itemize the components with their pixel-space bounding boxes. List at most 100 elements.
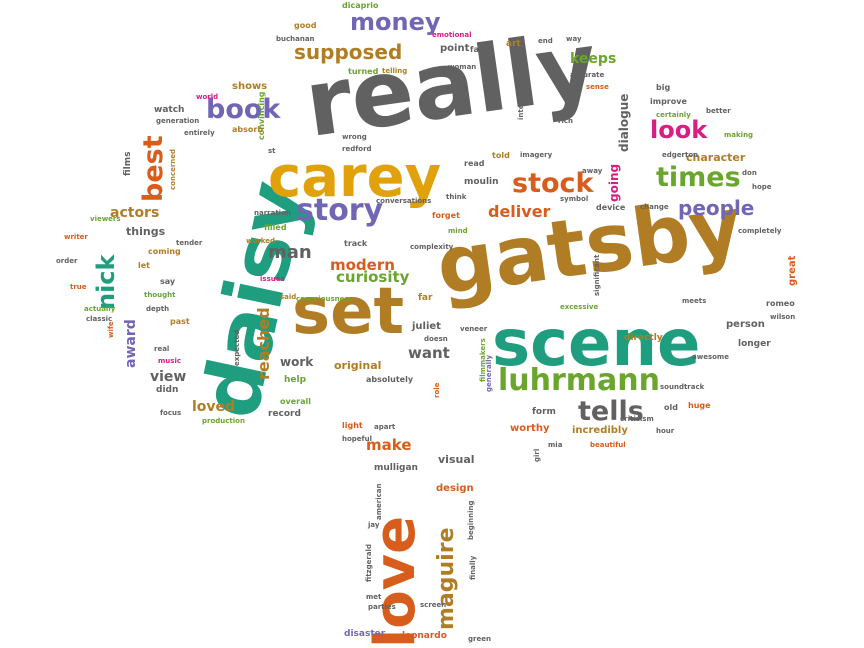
word-excessive: excessive: [560, 303, 599, 311]
word-mulligan: mulligan: [374, 463, 418, 473]
word-telling: telling: [382, 67, 408, 75]
word-deliver: deliver: [488, 202, 551, 221]
word-completely: completely: [738, 227, 782, 235]
word-romeo: romeo: [766, 299, 795, 308]
word-keeps: keeps: [570, 51, 617, 67]
word-rich: rich: [558, 117, 573, 125]
word-leonardo: leonardo: [402, 631, 447, 641]
word-classic: classic: [86, 315, 113, 323]
word-people: people: [678, 196, 755, 220]
word-incredibly: incredibly: [572, 425, 628, 436]
word-device: device: [596, 203, 626, 212]
word-complexity: complexity: [410, 243, 454, 251]
word-beautiful: beautiful: [590, 441, 626, 449]
word-don: don: [742, 169, 757, 177]
word-apart: apart: [374, 423, 396, 431]
word-edgerton: edgerton: [662, 151, 699, 159]
word-wife: wife: [107, 321, 115, 338]
word-loved: loved: [192, 399, 236, 415]
word-end: end: [538, 37, 553, 45]
word-accurate: accurate: [570, 71, 605, 79]
word-longer: longer: [738, 339, 771, 349]
word-awesome: awesome: [692, 353, 729, 361]
word-tells: tells: [578, 396, 644, 427]
word-significant: significant: [593, 254, 601, 296]
word-doesn: doesn: [424, 335, 448, 343]
word-luhrmann: luhrmann: [498, 363, 661, 398]
word-met: met: [366, 593, 382, 601]
word-far: far: [418, 293, 433, 303]
word-narration: narration: [254, 209, 291, 217]
word-form: form: [532, 407, 556, 417]
word-supposed: supposed: [294, 40, 403, 64]
word-big: big: [656, 83, 671, 92]
word-directly: directly: [624, 333, 663, 343]
word-veneer: veneer: [460, 325, 488, 333]
word-fitzgerald: fitzgerald: [365, 544, 373, 582]
word-stock: stock: [512, 168, 594, 199]
word-making: making: [724, 131, 754, 139]
word-real: real: [154, 345, 170, 353]
word-criticism: criticism: [620, 415, 654, 423]
word-said: said: [280, 293, 297, 301]
word-award: award: [123, 319, 139, 368]
word-look: look: [650, 116, 708, 144]
word-shows: shows: [232, 81, 268, 92]
word-original: original: [334, 359, 382, 372]
word-sense: sense: [586, 83, 609, 91]
word-carey: carey: [268, 145, 442, 210]
word-things: things: [126, 225, 166, 238]
word-let: let: [138, 261, 150, 270]
word-depth: depth: [146, 305, 170, 313]
word-viewers: viewers: [90, 215, 121, 223]
word-world: world: [196, 93, 219, 101]
word-generation: generation: [156, 117, 200, 125]
word-st: st: [268, 147, 276, 155]
word-help: help: [284, 375, 307, 385]
word-point: point: [440, 43, 470, 54]
word-better: better: [706, 107, 731, 115]
word-juliet: juliet: [412, 321, 441, 332]
word-meets: meets: [682, 297, 707, 305]
word-maguire: maguire: [434, 527, 459, 631]
word-production: production: [202, 417, 245, 425]
word-overall: overall: [280, 397, 311, 406]
word-actors: actors: [110, 205, 160, 221]
word-true: true: [70, 283, 87, 291]
word-disaster: disaster: [344, 629, 386, 639]
word-man: man: [268, 242, 312, 263]
word-order: order: [56, 257, 78, 265]
word-wilson: wilson: [770, 313, 796, 321]
word-modern: modern: [330, 256, 395, 274]
word-jay: jay: [368, 521, 380, 529]
word-films: films: [123, 151, 133, 177]
word-record: record: [268, 409, 301, 419]
word-curiosity: curiosity: [336, 268, 410, 286]
word-moulin: moulin: [464, 177, 499, 187]
word-green: green: [468, 635, 491, 643]
word-parties: parties: [368, 603, 396, 611]
word-person: person: [726, 319, 765, 330]
word-wrong: wrong: [342, 133, 367, 141]
word-absolutely: absolutely: [366, 375, 414, 384]
word-forget: forget: [432, 211, 460, 220]
word-issues: issues: [260, 275, 285, 283]
word-worthy: worthy: [510, 423, 550, 434]
word-think: think: [446, 193, 467, 201]
word-want: want: [408, 344, 450, 362]
word-going: going: [607, 163, 621, 202]
word-best: best: [138, 135, 169, 202]
word-generally: generally: [485, 354, 493, 392]
word-hope: hope: [752, 183, 772, 191]
word-buchanan: buchanan: [276, 35, 315, 43]
word-focus: focus: [160, 409, 182, 417]
word-nick: nick: [92, 254, 120, 311]
word-work: work: [280, 355, 314, 369]
word-away: away: [582, 167, 603, 175]
word-american: american: [375, 483, 383, 520]
word-track: track: [344, 239, 368, 248]
word-thought: thought: [144, 291, 176, 299]
word-tender: tender: [176, 239, 203, 247]
word-writer: writer: [64, 233, 88, 241]
